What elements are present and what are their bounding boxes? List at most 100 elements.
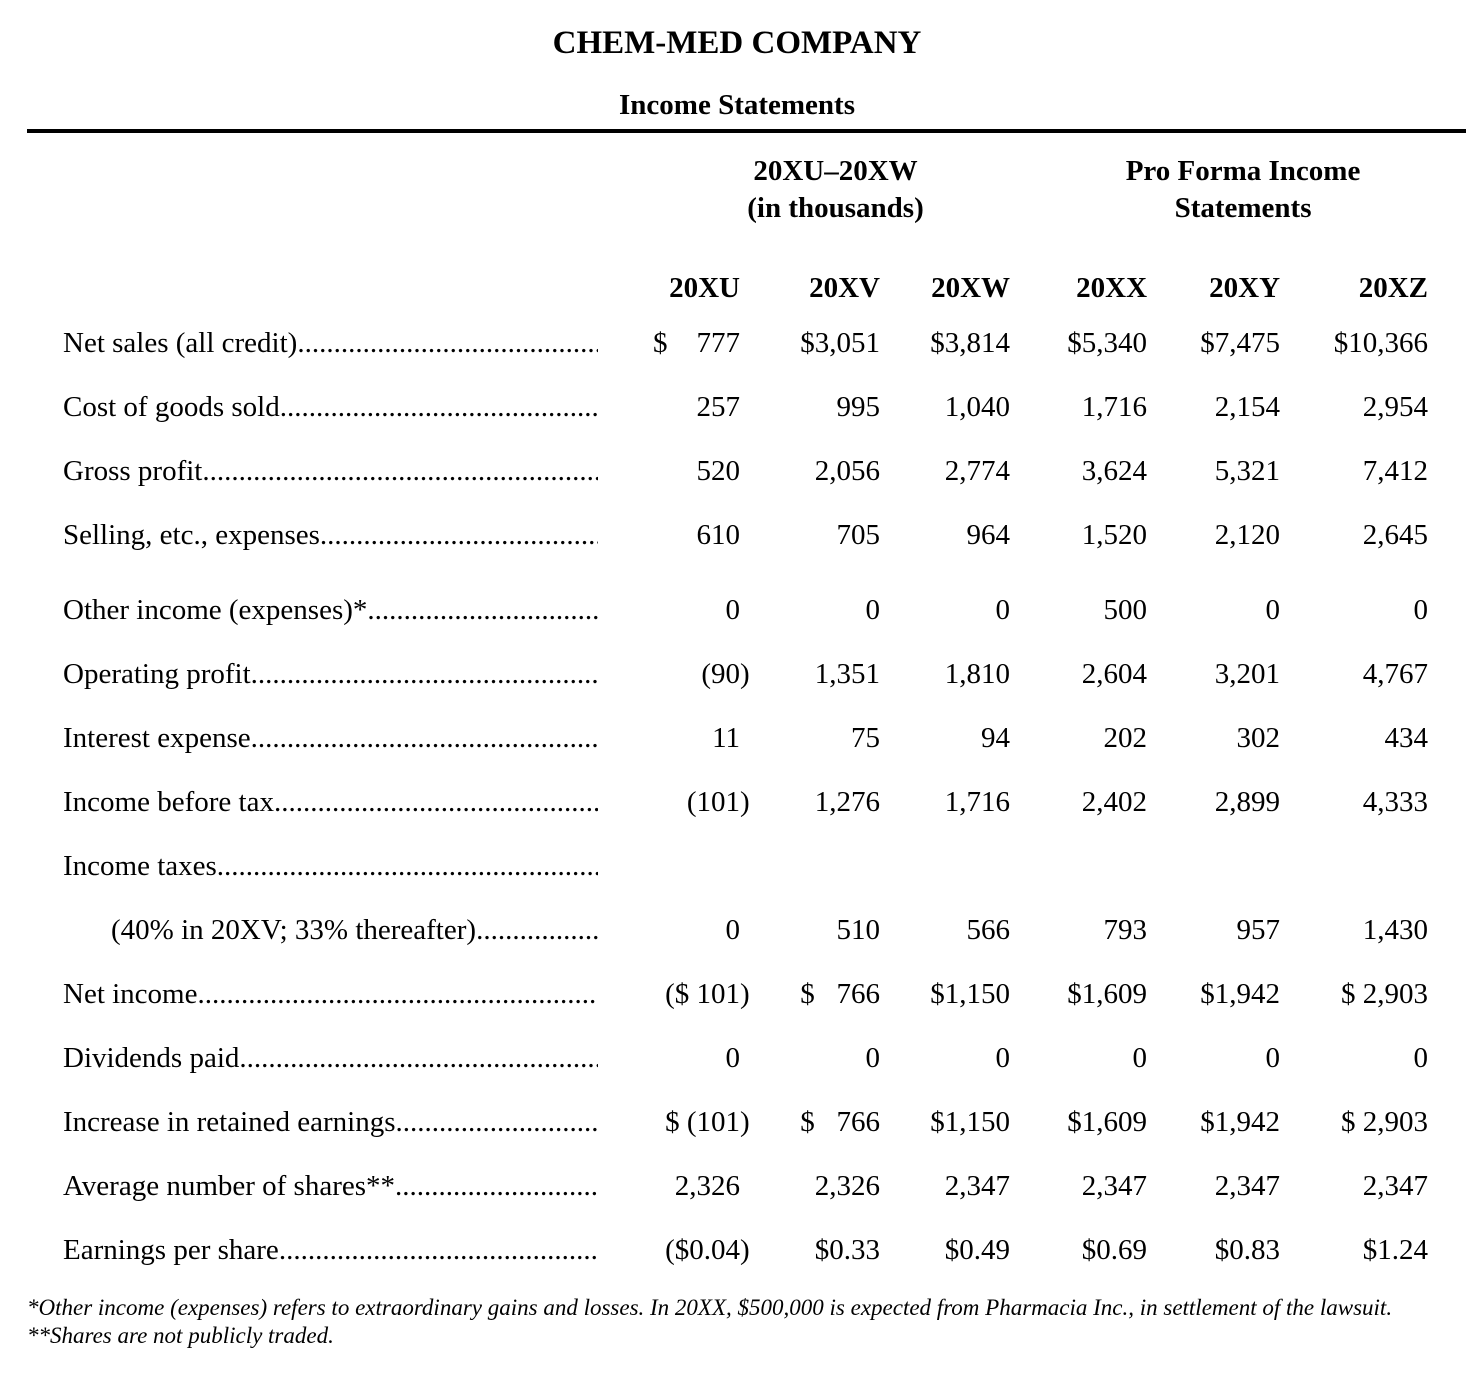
cell-value: 2,326 [814,1169,880,1202]
table-row: Increase in retained earnings $ (101) $ 76… [27,1090,1437,1154]
table-row: Average number of shares** 2,326 2,326 2,34… [27,1154,1437,1218]
column-header-20xv: 20XV [809,272,880,304]
table-row: Income taxes [27,834,1437,898]
column-header-20xw: 20XW [931,272,1011,304]
cell-value: 0 [1413,1041,1429,1074]
cell-value: 2,347 [1081,1169,1148,1202]
cell-value: $ 766 [800,1105,880,1138]
cell-value: 610 [696,518,741,551]
hanging-paren: ) [740,785,750,818]
cell-value: 0 [865,593,881,626]
cell-value: $1.24 [1362,1233,1429,1266]
cell-value: $0.33 [814,1233,880,1266]
column-header-20xu: 20XU [669,272,740,304]
column-header-row: 20XU 20XV 20XW 20XX 20XY 20XZ [27,227,1437,311]
hanging-paren: ) [740,657,750,690]
row-label: Net income [63,977,198,1010]
cell-value [1156,834,1289,898]
cell-value: $ (101) [665,1105,750,1138]
table-row: Cost of goods sold 257 995 1,040 1,716 2,154 2… [27,375,1437,439]
row-label-cell: Interest expense [27,706,612,770]
cell-value: 5,321 [1214,454,1281,487]
dot-leader [476,914,598,947]
cell-value: 566 [966,913,1011,946]
cell-value: 4,333 [1362,785,1429,818]
cell-value [749,834,889,898]
table-row: Operating profit (90) 1,351 1,810 2,604 3,201… [27,642,1437,706]
row-label: Net sales (all credit) [63,326,298,359]
company-title: CHEM-MED COMPANY [552,25,922,61]
row-label: Interest expense [63,721,251,754]
cell-value: $5,340 [1067,326,1148,359]
group-header-line: (in thousands) [747,192,924,224]
dot-leader [395,1170,598,1203]
row-label-cell: (40% in 20XV; 33% thereafter) [27,898,612,962]
cell-value: 1,276 [814,785,880,818]
column-header-20xx: 20XX [1076,272,1148,304]
cell-value: 1,716 [944,785,1011,818]
cell-value: 793 [1103,913,1148,946]
table-row: Dividends paid 0 0 0 0 0 0 [27,1026,1437,1090]
column-header-20xz: 20XZ [1358,272,1429,304]
cell-value: 2,604 [1081,657,1148,690]
table-row: Income before tax (101) 1,276 1,716 2,402 2,8… [27,770,1437,834]
cell-value: 0 [1265,1041,1281,1074]
row-label-cell: Income before tax [27,770,612,834]
cell-value: 434 [1384,721,1429,754]
row-label-cell: Operating profit [27,642,612,706]
row-label-cell: Cost of goods sold [27,375,612,439]
cell-value [1289,834,1437,898]
group-header-line: Pro Forma Income [1125,155,1361,187]
cell-value: 2,899 [1214,785,1281,818]
table-row: Gross profit 520 2,056 2,774 3,624 5,321 7,412 [27,439,1437,503]
cell-value: 2,645 [1362,518,1429,551]
dot-leader [197,978,598,1011]
row-label: Average number of shares** [63,1169,396,1202]
hanging-paren: ) [740,1105,750,1138]
cell-value: $0.83 [1214,1233,1281,1266]
cell-value: $7,475 [1200,326,1281,359]
table-row: Net income ($ 101) $ 766 $1,150 $1,609 $1,942… [27,962,1437,1026]
cell-value: 1,716 [1081,390,1148,423]
row-label-cell: Net income [27,962,612,1026]
cell-value [1019,834,1156,898]
cell-value: 995 [836,390,881,423]
group-header-line: Statements [1174,192,1312,224]
cell-value: 3,624 [1081,454,1148,487]
cell-value: 94 [981,721,1011,754]
cell-value: 0 [725,1041,741,1074]
group-header-historical: 20XU–20XW (in thousands) [612,133,1019,227]
cell-value: 2,056 [814,454,880,487]
group-header-spacer [27,133,612,227]
group-header-proforma: Pro Forma Income Statements [1019,133,1437,227]
cell-value: 2,154 [1214,390,1281,423]
row-label-cell: Net sales (all credit) [27,311,612,375]
group-header-line: 20XU–20XW [753,155,918,187]
row-label: Other income (expenses)* [63,593,368,626]
row-label: Gross profit [63,454,203,487]
dot-leader [396,1106,598,1139]
cell-value: $0.49 [944,1233,1011,1266]
cell-value: $1,150 [930,1105,1011,1138]
column-header-spacer [27,227,612,311]
cell-value: 705 [836,518,881,551]
cell-value: 257 [696,390,741,423]
cell-value: 0 [1132,1041,1148,1074]
row-label-cell: Increase in retained earnings [27,1090,612,1154]
cell-value: 2,402 [1081,785,1148,818]
row-label-cell: Gross profit [27,439,612,503]
dot-leader [280,391,598,424]
cell-value [612,834,749,898]
dot-leader [279,1234,598,1267]
cell-value: $ 777 [653,326,740,359]
cell-value: 1,810 [944,657,1011,690]
row-label-cell: Income taxes [27,834,612,898]
cell-value: 2,326 [674,1169,740,1202]
row-label: Income before tax [63,785,274,818]
cell-value: $ 766 [800,977,880,1010]
row-label-cell: Other income (expenses)* [27,567,612,642]
table-row: Earnings per share ($0.04) $0.33 $0.49 $0.69… [27,1218,1437,1282]
cell-value: 0 [865,1041,881,1074]
dot-leader [251,722,598,755]
hanging-paren: ) [740,1233,750,1266]
